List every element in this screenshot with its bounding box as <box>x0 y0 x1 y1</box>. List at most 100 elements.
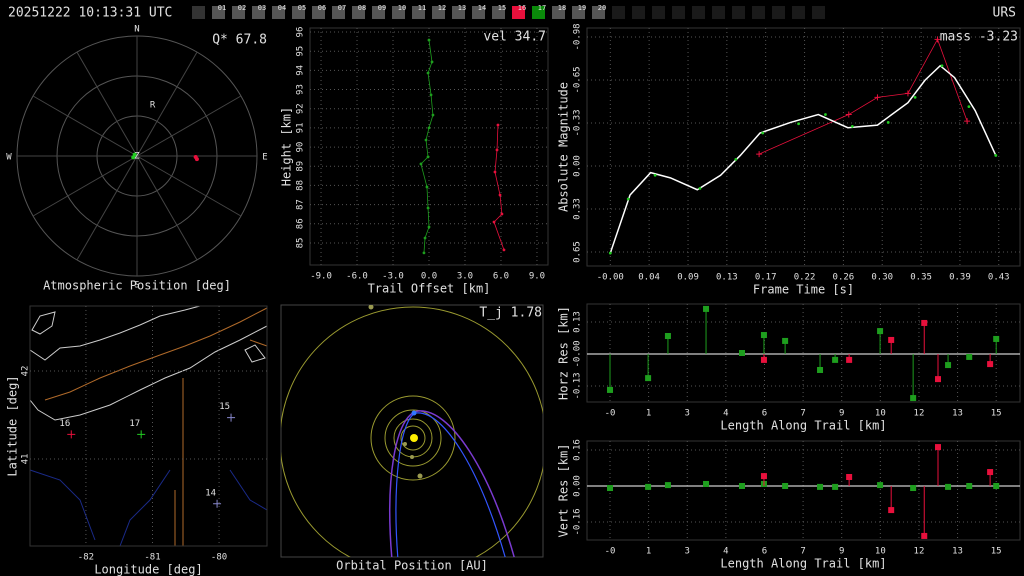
planet <box>403 442 407 446</box>
station-label: 08 <box>358 4 366 12</box>
border <box>174 339 268 546</box>
y-axis-label: Absolute Magnitude <box>557 82 571 212</box>
coastline <box>31 311 56 335</box>
data-point <box>498 193 502 197</box>
data-point <box>910 395 917 402</box>
x-tick-label: -0 <box>605 547 616 557</box>
station-label: 02 <box>238 4 246 12</box>
station-box <box>752 6 765 19</box>
direction-label: S <box>134 281 139 291</box>
data-point <box>797 122 800 126</box>
planet <box>417 473 423 479</box>
orbit-frame <box>280 304 544 558</box>
x-tick-label: 6 <box>762 547 767 557</box>
data-point <box>194 157 199 162</box>
station-marker <box>227 413 236 422</box>
data-point <box>782 483 789 489</box>
y-axis-label: Latitude [deg] <box>6 375 20 476</box>
coastline <box>29 325 268 421</box>
data-point <box>495 148 499 152</box>
data-point <box>850 125 854 128</box>
annotation: vel 34.7 <box>483 30 546 45</box>
y-axis-label: Horz Res [km] <box>557 306 571 400</box>
y-tick-label: 0.13 <box>573 311 583 333</box>
station-label: 10 <box>398 4 406 12</box>
station-box <box>212 6 225 19</box>
data-point <box>131 155 136 160</box>
x-tick-label: -3.0 <box>382 272 404 282</box>
station-box <box>692 6 705 19</box>
station-label: 17 <box>129 419 140 429</box>
data-point <box>966 353 973 360</box>
x-tick-label: 7 <box>800 409 805 419</box>
data-point <box>874 94 881 101</box>
y-tick-label: 42 <box>21 366 31 377</box>
data-point <box>913 95 917 99</box>
polar-spoke <box>136 95 242 157</box>
data-point <box>817 483 824 490</box>
orbit-ring <box>400 425 426 451</box>
site-code: URS <box>993 6 1016 21</box>
data-point <box>940 64 944 68</box>
plot-frame <box>586 27 1021 267</box>
data-point <box>921 532 928 539</box>
data-point <box>904 90 911 97</box>
station-box <box>792 6 805 19</box>
y-tick-label: 93 <box>296 84 306 95</box>
data-point <box>945 483 952 490</box>
x-tick-label: 0.43 <box>988 273 1010 283</box>
annotation: mass -3.23 <box>940 30 1018 45</box>
x-tick-label: -9.0 <box>310 272 332 282</box>
x-tick-label: -6.0 <box>346 272 368 282</box>
data-point <box>426 71 430 75</box>
station-box <box>552 6 565 19</box>
data-point <box>698 187 702 190</box>
point-label: Z <box>134 152 140 162</box>
station-label: 12 <box>438 4 446 12</box>
x-tick-label: 0.04 <box>638 273 660 283</box>
data-point <box>664 482 671 489</box>
data-point <box>653 173 657 177</box>
data-point <box>935 376 942 383</box>
station-label: 09 <box>378 4 386 12</box>
station-label: 11 <box>418 4 426 12</box>
orbit-ring <box>370 395 456 481</box>
y-tick-label: 0.00 <box>573 475 583 497</box>
station-label: 20 <box>598 4 606 12</box>
data-point <box>888 507 895 514</box>
data-point <box>607 485 614 492</box>
x-tick-label: 3 <box>685 409 690 419</box>
station-box <box>512 6 525 19</box>
station-box <box>272 6 285 19</box>
map-layer <box>29 305 268 547</box>
station-box <box>372 6 385 19</box>
data-point <box>664 333 671 340</box>
y-tick-label: 87 <box>296 199 306 210</box>
data-point <box>496 123 500 127</box>
station-box <box>432 6 445 19</box>
station-box <box>292 6 305 19</box>
station-label: 16 <box>518 4 526 12</box>
x-tick-label: 9 <box>839 547 844 557</box>
series-line <box>609 64 997 254</box>
timestamp: 20251222 10:13:31 UTC <box>8 6 172 21</box>
x-tick-label: 6.0 <box>493 272 509 282</box>
station-box <box>812 6 825 19</box>
station-label: 14 <box>205 488 216 498</box>
coastline <box>244 344 266 363</box>
polar-spoke <box>32 95 138 157</box>
y-tick-label: -0.98 <box>573 23 583 50</box>
x-tick-label: 0.09 <box>677 273 699 283</box>
station-box <box>472 6 485 19</box>
data-point <box>425 185 429 189</box>
data-point <box>817 366 824 373</box>
data-point <box>645 375 652 382</box>
y-tick-label: 0.65 <box>573 241 583 263</box>
polar-spoke <box>136 51 198 157</box>
data-point <box>419 162 423 166</box>
data-point <box>426 155 430 159</box>
polar-spoke <box>76 51 138 157</box>
station-box <box>252 6 265 19</box>
x-tick-label: 0.35 <box>910 273 932 283</box>
